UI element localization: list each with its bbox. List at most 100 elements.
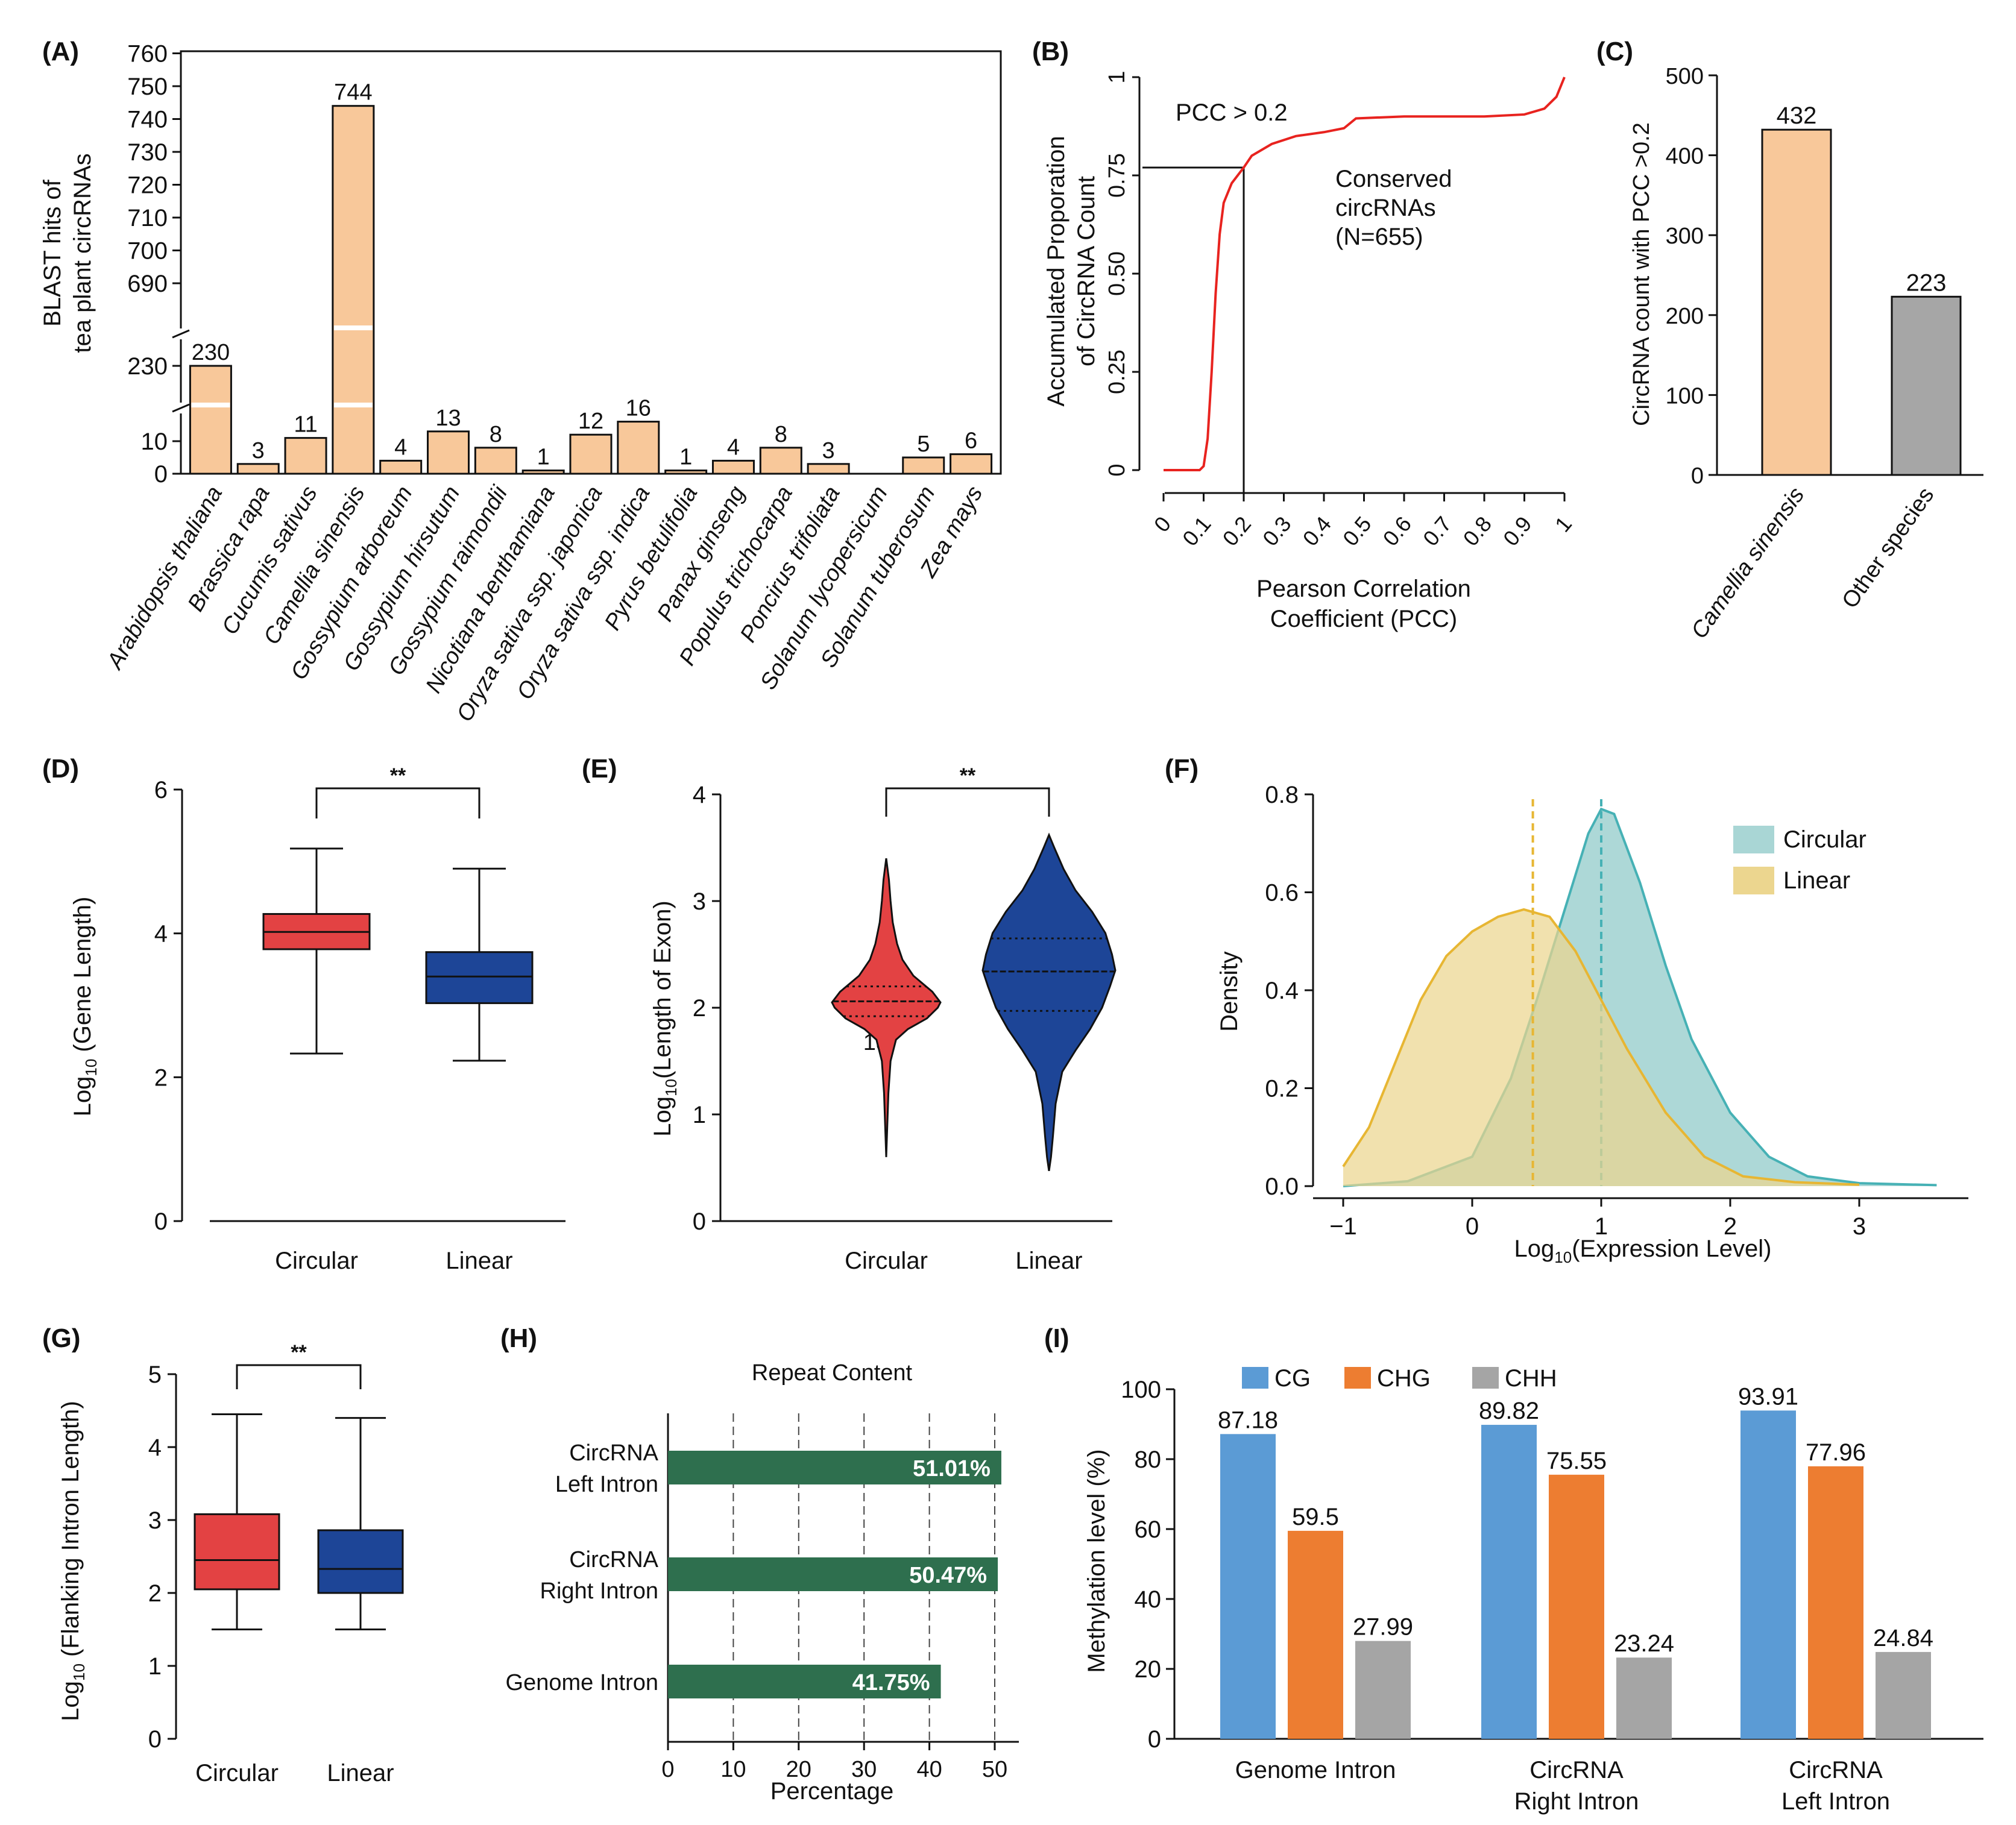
bar-value-label-1: 50.47% [909,1563,987,1588]
cumulative-curve [1164,77,1566,471]
category-label-1: Linear [327,1760,394,1786]
x-tick-label-6: 0.6 [1378,512,1417,551]
legend-label-chh: CHH [1505,1365,1557,1392]
y-axis-label-line2: of CircRNA Count [1073,176,1100,366]
legend-swatch-chg [1344,1367,1371,1389]
bar-11 [711,459,755,475]
significance-bracket [236,1364,362,1389]
y-tick-label-4: 400 [1666,144,1704,169]
x-tick-label-9: 0.9 [1498,512,1537,551]
y-tick-label-4: 0.8 [1265,782,1299,808]
y-axis-label: Log10 (Gene Length) [69,897,100,1117]
bar-2 [668,1665,941,1698]
x-tick-label-1: 0 [1466,1213,1479,1240]
bar-value-label-4: 4 [394,435,407,460]
category-label-1-0: CircRNA [569,1547,658,1572]
legend-swatch-circular [1733,826,1774,853]
bar-0 [668,1451,1001,1484]
bar-3 [332,105,375,475]
y-tick-label-2: 40 [1135,1586,1162,1613]
category-label-2-1: Left Intron [1781,1788,1890,1815]
y-tick-label-2-5: 740 [127,107,168,133]
box-1 [317,1529,404,1594]
plot-frame [180,50,1002,475]
panel-b-label: (B) [1032,37,1069,66]
bar-chh-2 [1876,1651,1931,1739]
y-break-mark-1 [172,329,190,339]
bar-value-label-0: 230 [192,340,230,365]
y-tick-label-5: 500 [1666,64,1704,89]
panel-i-label: (I) [1044,1324,1069,1353]
bar-cg-0 [1220,1434,1276,1739]
y-axis-label: Methylation level (%) [1083,1449,1110,1673]
bar-value-label-cg-0: 87.18 [1218,1407,1278,1433]
y-axis-label: Density [1216,951,1243,1031]
y-tick-label-2-3: 720 [127,172,168,199]
y-tick-label-3: 60 [1135,1516,1162,1543]
bar-cg-2 [1740,1410,1796,1739]
y-axis-label-rest: (Flanking Intron Length) [57,1401,84,1663]
x-tick-label-0: 0 [661,1757,674,1782]
annotation-line-1: circRNAs [1335,195,1436,221]
significance-bracket [315,787,480,818]
y-tick-label-1: 2 [154,1064,168,1091]
panel-d-label: (D) [42,754,79,784]
panel-g-chart: 0 1 2 3 4 5 Circular Linear ** Log10 (Flanking In… [57,1341,404,1786]
y-tick-label-3: 300 [1666,224,1704,249]
bar-1 [236,463,280,475]
x-tick-label-2: 20 [786,1757,811,1782]
panel-i-chart: 0 20 40 60 80 100 87.18 89.82 93.91 CG 59.5 75.55 77… [1083,1365,1983,1815]
x-axis-label-rest: (Expression Level) [1572,1236,1771,1262]
panel-e-chart: 0 1 2 3 4 Circular Linear ** Log10(Length of Exo… [649,764,1117,1274]
y-tick-label-0: 0 [1691,463,1704,489]
y-tick-label-1: 0.25 [1104,350,1130,394]
bar-2 [284,437,327,475]
chart-title: Repeat Content [752,1360,913,1386]
y-tick-label-1: 0.2 [1265,1076,1299,1102]
y-axis-label-sub: 10 [82,1059,100,1076]
box-0 [194,1513,280,1591]
category-label-0-1: Left Intron [555,1472,658,1497]
bar-value-label-chh-1: 23.24 [1614,1630,1674,1657]
panel-e-label: (E) [582,754,617,784]
x-tick-label-10: 1 [1550,512,1577,537]
y-axis-label: Log10(Length of Exon) [649,900,680,1136]
y-axis-label-line2: tea plant circRNAs [69,153,96,353]
legend-label-cg: CG [1274,1365,1311,1392]
x-tick-label-1: 10 [720,1757,746,1782]
category-label-0-0: CircRNA [569,1440,658,1466]
y-tick-label-5: 100 [1121,1377,1161,1403]
y-tick-label-3: 3 [693,888,706,915]
bar-value-label-chh-2: 24.84 [1873,1625,1933,1651]
panel-c-chart: 0 100 200 300 400 500 432 Camellia sinensis 223 O… [1629,64,1983,643]
bar-value-label-2: 41.75% [852,1670,930,1695]
panel-h-label: (H) [500,1324,537,1353]
legend-swatch-cg [1242,1367,1268,1389]
x-tick-label-3: 2 [1724,1213,1737,1240]
y-axis-label: Log10 (Flanking Intron Length) [57,1401,88,1721]
bar-chh-1 [1616,1657,1672,1739]
y-tick-label-2-6: 750 [127,74,168,100]
bar-value-label-15: 5 [917,432,930,457]
y-tick-label-0: 0 [693,1208,706,1235]
violin-1 [981,832,1117,1172]
y-tick-label-2-7: 760 [127,41,168,68]
bar-value-label-3: 744 [334,80,372,105]
bar-value-label-9: 16 [626,396,651,421]
category-label-2-0: CircRNA [1789,1757,1883,1783]
y-tick-label-2: 2 [148,1580,162,1607]
panel-d-chart: 0 2 4 6 Circular Linear ** Log10 (Gene Length) [69,764,565,1274]
bar-1 [668,1557,998,1591]
bar-value-label-chg-1: 75.55 [1546,1448,1607,1474]
y-tick-label-2-2: 710 [127,205,168,231]
y-tick-label-0: 0 [154,1208,168,1235]
axis-break-gap-camellia [333,325,373,330]
category-label-0-0: Genome Intron [1235,1757,1396,1783]
bar-cg-1 [1481,1425,1537,1739]
bar-13 [807,463,850,475]
bar-chh-0 [1355,1641,1411,1739]
y-tick-label-0: 0 [1148,1726,1161,1753]
x-tick-label-5: 0.5 [1338,512,1376,551]
